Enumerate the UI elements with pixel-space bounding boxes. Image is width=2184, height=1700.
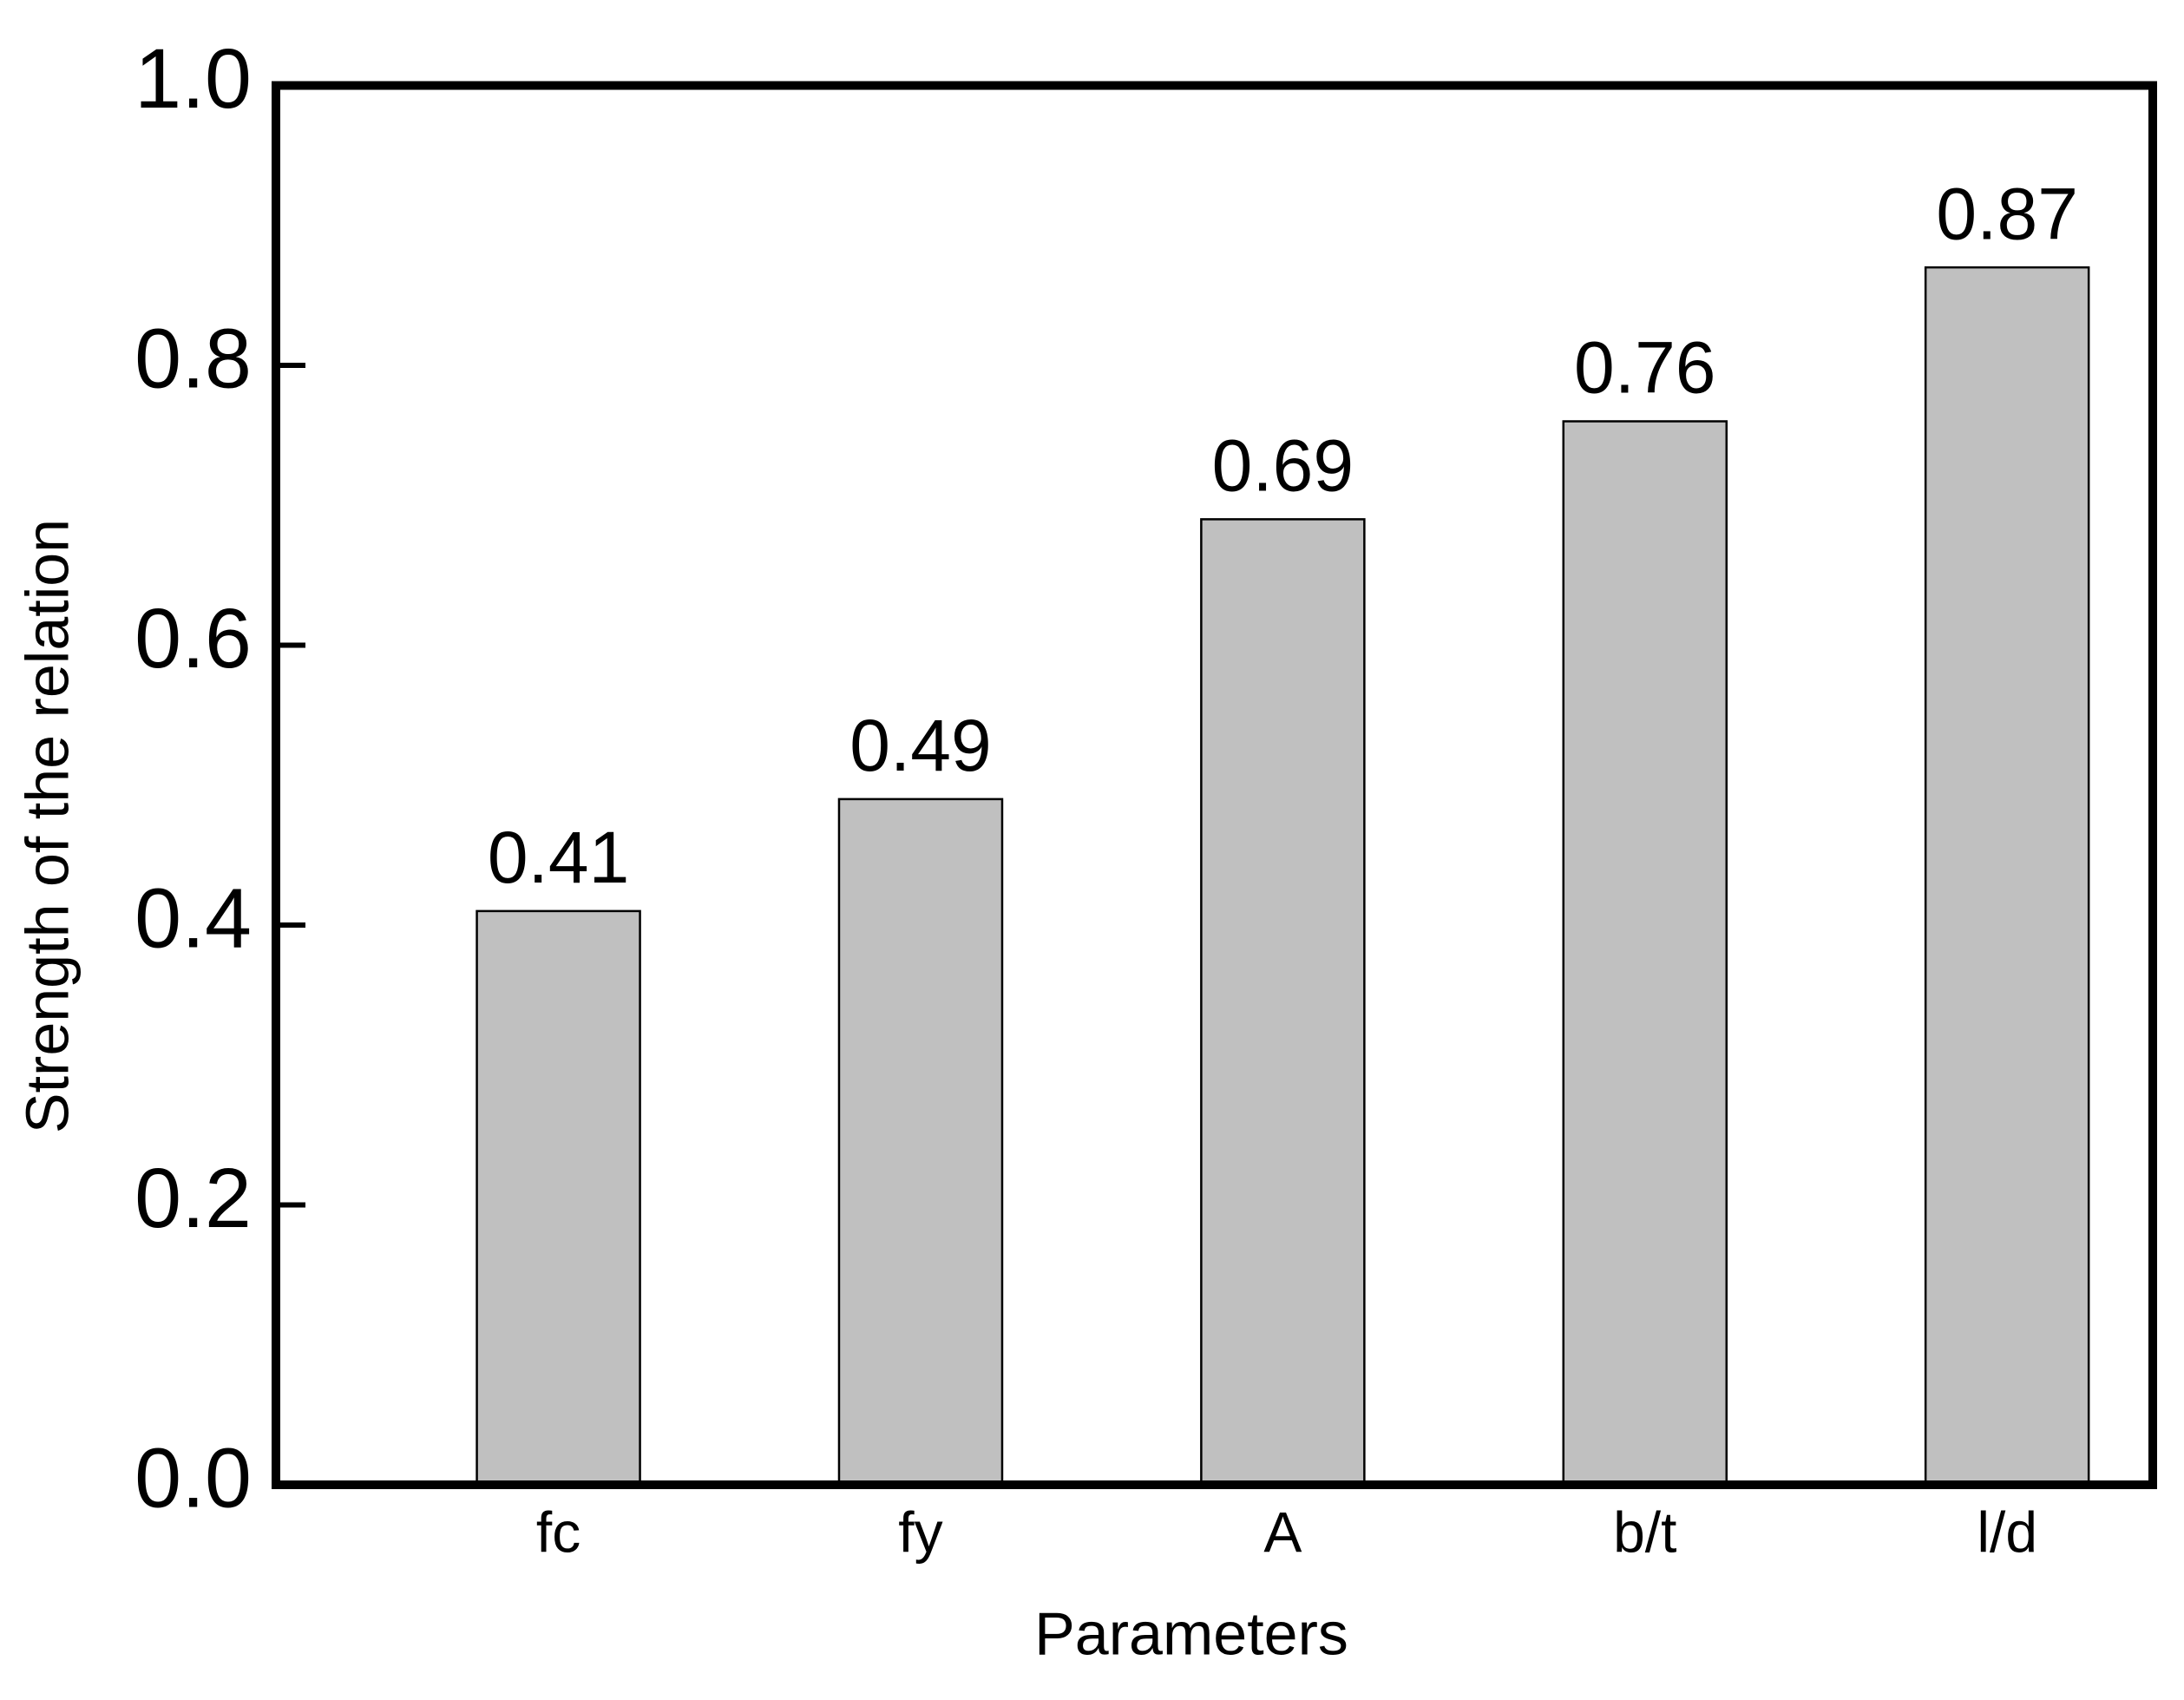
data-label: 0.49	[849, 705, 992, 786]
bar	[1200, 518, 1366, 1487]
x-tick-label: fy	[898, 1500, 942, 1564]
data-label: 0.87	[1936, 173, 2078, 254]
x-tick-label: b/t	[1613, 1500, 1676, 1564]
y-tick-label: 0.8	[134, 312, 252, 406]
y-axis-label: Strength of the relation	[13, 519, 81, 1133]
plot-frame	[272, 81, 2157, 1489]
x-tick-label: fc	[536, 1500, 580, 1564]
y-tick-label: 1.0	[134, 31, 252, 126]
bar	[475, 909, 641, 1487]
bar	[1924, 266, 2090, 1487]
bar	[837, 797, 1004, 1487]
bar	[1562, 420, 1728, 1487]
y-tick-label: 0.0	[134, 1431, 252, 1526]
x-axis-label: Parameters	[1034, 1599, 1348, 1667]
y-tick-label: 0.4	[134, 871, 252, 966]
data-label: 0.69	[1212, 425, 1354, 507]
data-label: 0.76	[1574, 327, 1716, 409]
y-tick-label: 0.6	[134, 591, 252, 686]
x-tick-label: l/d	[1977, 1500, 2037, 1564]
y-tick-label: 0.2	[134, 1151, 252, 1245]
data-label: 0.41	[488, 817, 630, 898]
x-tick-label: A	[1263, 1500, 1302, 1564]
